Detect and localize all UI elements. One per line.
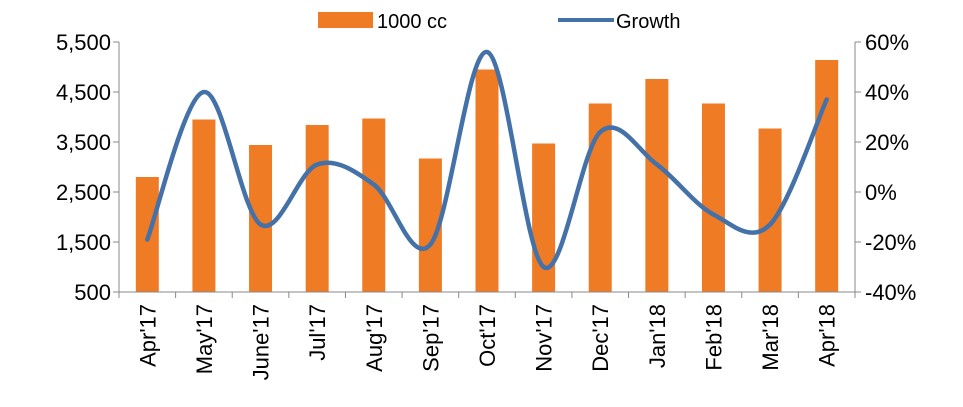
x-tick-label: Apr'18 <box>815 304 840 367</box>
x-tick-label: Feb'18 <box>701 304 726 371</box>
x-tick-label: Jan'18 <box>645 304 670 368</box>
y-right-tick-label: 40% <box>865 80 909 105</box>
x-tick-label: Aug'17 <box>362 304 387 372</box>
axes <box>113 41 861 298</box>
legend-swatch-bar <box>318 12 373 28</box>
x-tick-label: Sep'17 <box>418 304 443 372</box>
y-left-tick-label: 4,500 <box>56 80 111 105</box>
x-tick-label: June'17 <box>249 304 274 380</box>
x-tick-label: Nov'17 <box>532 304 557 372</box>
bar-Oct'17 <box>475 69 499 292</box>
bar-May'17 <box>192 119 216 292</box>
bar-Apr'18 <box>815 60 839 292</box>
x-tick-label: Oct'17 <box>475 304 500 367</box>
bar-Dec'17 <box>588 103 612 292</box>
legend-label-line: Growth <box>616 11 680 33</box>
bar-Nov'17 <box>532 143 556 292</box>
legend: 1000 cc Growth <box>318 11 680 33</box>
y-left-tick-label: 500 <box>74 280 111 305</box>
y-right-tick-label: -40% <box>865 280 916 305</box>
bar-Jan'18 <box>645 79 669 292</box>
y-left-tick-label: 1,500 <box>56 230 111 255</box>
bar-Jul'17 <box>305 125 329 292</box>
x-tick-label: Jul'17 <box>305 304 330 361</box>
x-tick-label: Dec'17 <box>588 304 613 372</box>
x-tick-label: Apr'17 <box>135 304 160 367</box>
legend-label-bar: 1000 cc <box>377 11 447 33</box>
bar-Aug'17 <box>362 118 386 292</box>
x-tick-label: May'17 <box>192 304 217 374</box>
bar-Feb'18 <box>701 103 725 292</box>
growth-line <box>145 49 829 270</box>
bar-June'17 <box>249 145 273 292</box>
y-right-tick-label: 0% <box>865 180 897 205</box>
y-right-tick-label: -20% <box>865 230 916 255</box>
y-right-tick-label: 60% <box>865 30 909 55</box>
y-left-tick-label: 3,500 <box>56 130 111 155</box>
y-left-tick-label: 2,500 <box>56 180 111 205</box>
line-series <box>145 49 829 270</box>
tick-labels: 500 1,500 2,500 3,500 4,500 5,500 -40% -20% 0% 20… <box>56 30 916 380</box>
x-tick-label: Mar'18 <box>758 304 783 371</box>
y-left-tick-label: 5,500 <box>56 30 111 55</box>
y-right-tick-label: 20% <box>865 130 909 155</box>
bar-Mar'18 <box>758 128 782 292</box>
bar-Sep'17 <box>418 158 442 292</box>
